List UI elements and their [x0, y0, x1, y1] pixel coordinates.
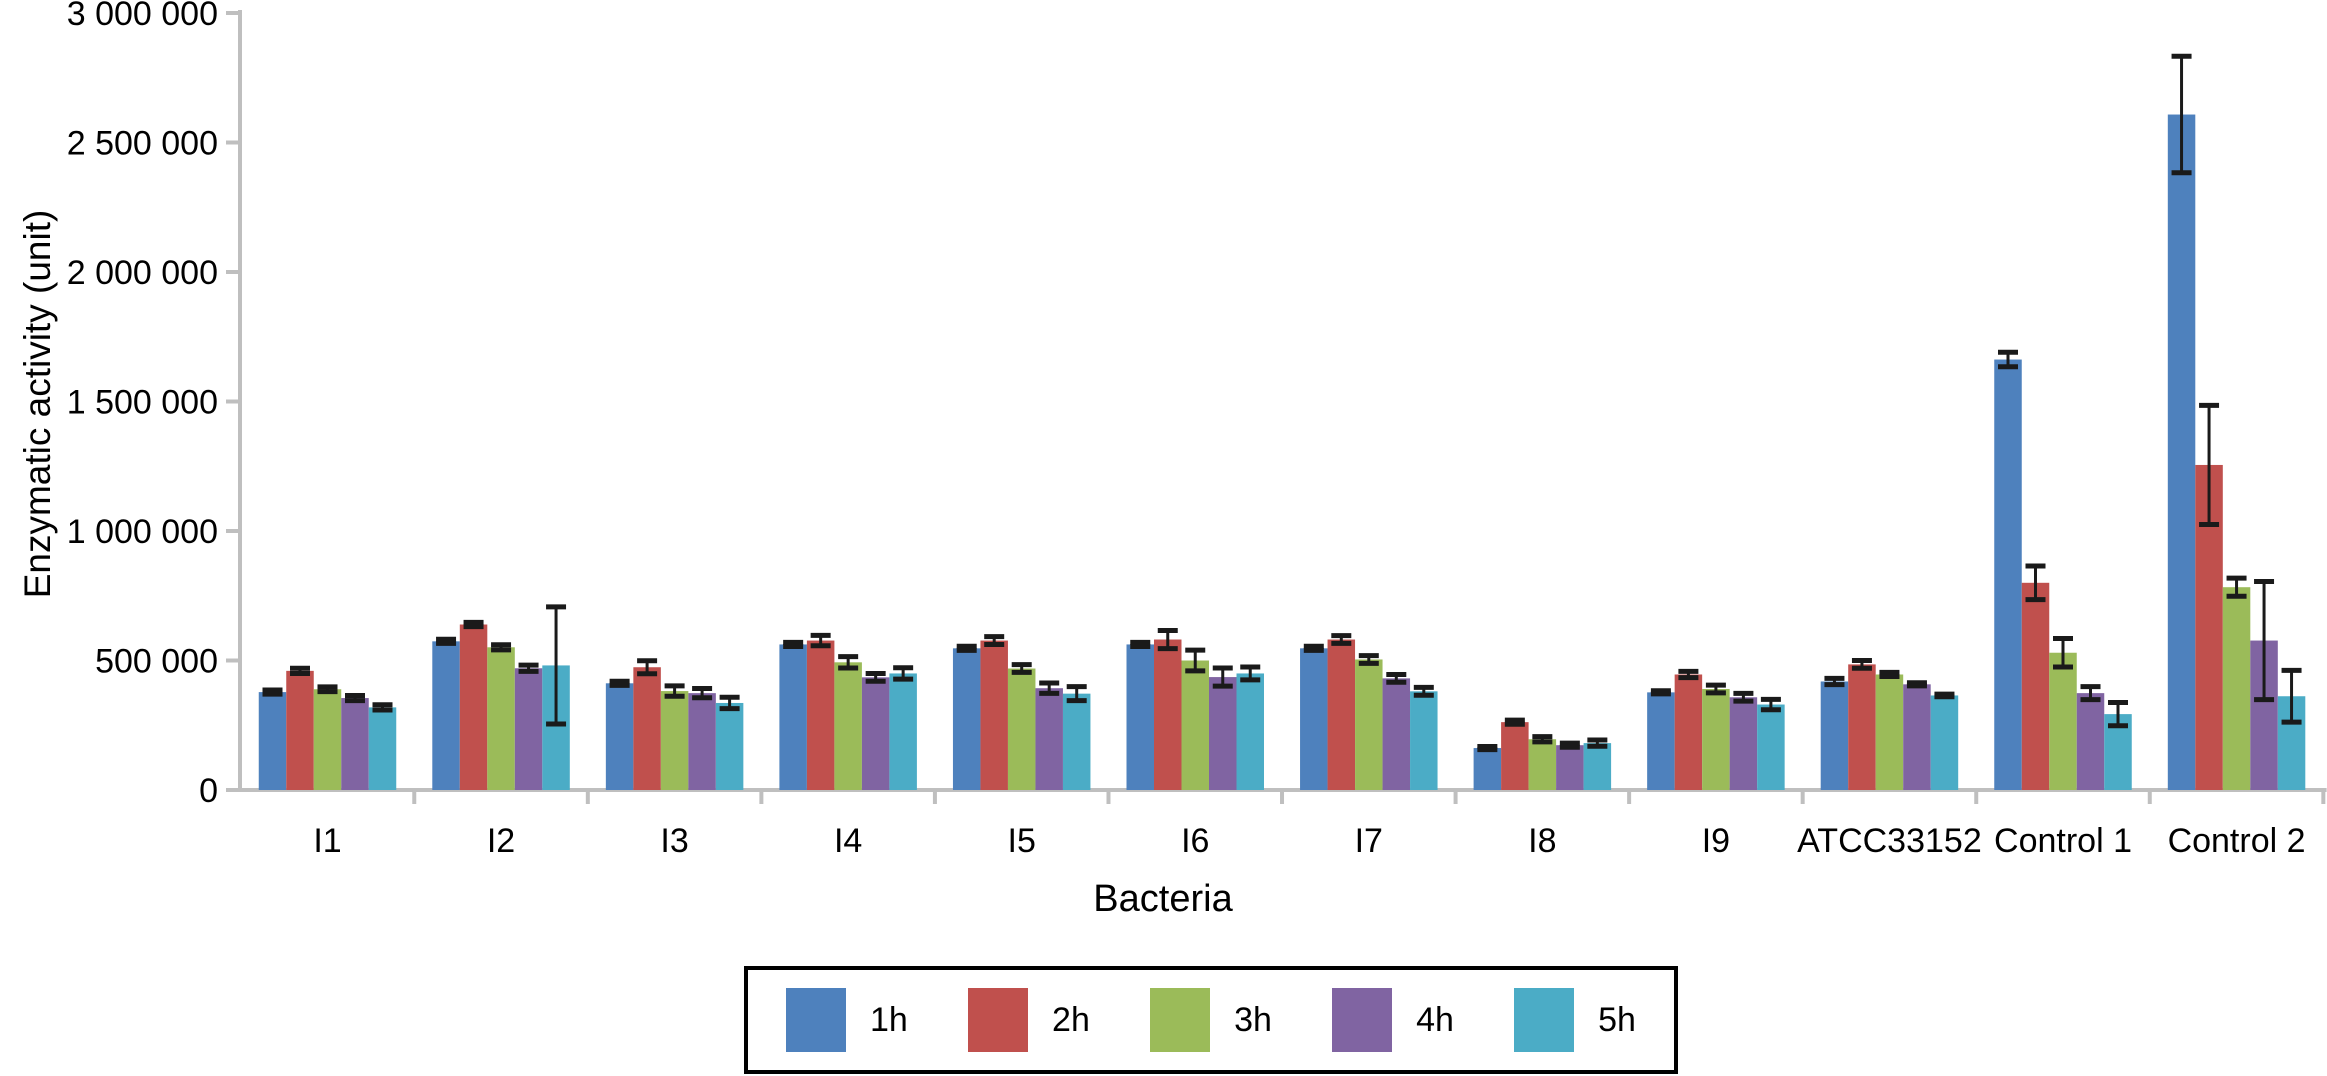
bar-I4-4h: [861, 677, 890, 790]
bar-I5-5h: [1062, 693, 1091, 790]
legend-entry-3h: 3h: [1150, 988, 1272, 1052]
legend-swatch-1h: [786, 988, 846, 1052]
bar-I8-4h: [1556, 745, 1584, 790]
y-tick-label: 2 500 000: [67, 125, 218, 163]
bar-I1-4h: [341, 698, 369, 790]
legend-label-2h: 2h: [1052, 1000, 1090, 1039]
legend-entry-4h: 4h: [1332, 988, 1454, 1052]
y-tick-label: 2 000 000: [67, 254, 218, 292]
x-category-label-ATCC33152: ATCC33152: [1797, 822, 1982, 860]
legend-swatch-3h: [1150, 988, 1211, 1052]
bar-Control 1-3h: [2049, 652, 2077, 790]
bar-I4-3h: [834, 662, 862, 790]
bar-I8-1h: [1473, 748, 1502, 790]
bar-I3-4h: [688, 693, 716, 790]
x-category-label-I9: I9: [1702, 822, 1730, 860]
bar-ATCC33152-3h: [1875, 674, 1904, 790]
bar-Control 2-3h: [2222, 587, 2251, 790]
legend-entry-1h: 1h: [786, 988, 908, 1052]
bar-I7-3h: [1355, 659, 1383, 790]
bar-Control 2-1h: [2167, 114, 2196, 790]
y-tick-label: 1 000 000: [67, 513, 218, 551]
bar-I3-5h: [715, 702, 744, 790]
legend-swatch-4h: [1332, 988, 1393, 1052]
bar-I7-1h: [1300, 648, 1328, 790]
bar-Control 1-1h: [1994, 359, 2022, 790]
x-axis-title: Bacteria: [1093, 878, 1233, 920]
y-tick-label: 500 000: [95, 643, 218, 681]
bar-I3-1h: [605, 683, 634, 790]
legend-swatch-5h: [1514, 988, 1575, 1052]
bar-I6-3h: [1181, 660, 1209, 790]
legend-entry-2h: 2h: [968, 988, 1090, 1052]
bar-I1-5h: [368, 707, 397, 790]
bar-I7-5h: [1410, 691, 1438, 790]
legend-label-1h: 1h: [870, 1000, 908, 1039]
bar-I7-2h: [1327, 639, 1356, 790]
bar-I7-4h: [1382, 678, 1411, 790]
x-category-label-I2: I2: [487, 822, 515, 860]
y-tick-label: 1 500 000: [67, 384, 218, 422]
bar-I5-1h: [952, 648, 981, 790]
bar-I4-5h: [889, 673, 917, 790]
y-axis-title: Enzymatic activity (unit): [17, 209, 58, 599]
bar-I1-3h: [313, 689, 342, 790]
bar-I1-1h: [258, 692, 287, 790]
bar-I6-5h: [1236, 673, 1264, 790]
x-category-label-I4: I4: [834, 822, 862, 860]
bar-I8-5h: [1583, 743, 1612, 790]
x-category-label-I5: I5: [1008, 822, 1036, 860]
x-category-label-Control 2: Control 2: [2168, 822, 2306, 860]
x-category-label-I6: I6: [1181, 822, 1209, 860]
bar-ATCC33152-5h: [1930, 695, 1959, 790]
bar-I1-2h: [286, 670, 314, 790]
bar-I8-3h: [1528, 739, 1557, 790]
legend-entry-5h: 5h: [1514, 988, 1636, 1052]
bar-I6-1h: [1126, 644, 1154, 790]
bar-I2-2h: [459, 624, 488, 790]
bar-I6-4h: [1209, 677, 1237, 790]
bar-I3-3h: [660, 691, 689, 790]
bar-I9-2h: [1674, 674, 1703, 790]
bar-I8-2h: [1501, 722, 1529, 790]
x-category-label-Control 1: Control 1: [1994, 822, 2132, 860]
y-tick-label: 3 000 000: [67, 0, 218, 33]
bar-I9-5h: [1757, 704, 1785, 790]
legend-label-3h: 3h: [1234, 1000, 1272, 1039]
bar-I5-2h: [980, 640, 1008, 790]
bar-I4-1h: [779, 644, 807, 790]
legend: 1h 2h 3h 4h 5h: [744, 966, 1678, 1074]
bar-ATCC33152-4h: [1903, 684, 1931, 790]
legend-label-4h: 4h: [1416, 1000, 1454, 1039]
x-category-label-I3: I3: [660, 822, 688, 860]
y-tick-label: 0: [199, 772, 218, 810]
bar-ATCC33152-1h: [1820, 681, 1849, 790]
bar-Control 1-2h: [2021, 582, 2050, 790]
bar-I5-3h: [1007, 668, 1036, 790]
bar-I2-4h: [514, 668, 543, 790]
legend-swatch-2h: [968, 988, 1029, 1052]
bar-I4-2h: [806, 640, 835, 790]
x-category-label-I1: I1: [313, 822, 341, 860]
bar-I3-2h: [633, 667, 661, 790]
bar-Control 1-4h: [2076, 693, 2105, 790]
legend-label-5h: 5h: [1598, 1000, 1636, 1039]
bar-I2-1h: [432, 641, 460, 790]
bar-I9-1h: [1647, 692, 1675, 790]
x-category-label-I7: I7: [1355, 822, 1383, 860]
bar-I5-4h: [1035, 688, 1063, 790]
bar-I9-3h: [1702, 688, 1730, 790]
bar-I2-3h: [487, 647, 515, 790]
bar-ATCC33152-2h: [1848, 664, 1876, 790]
x-category-label-I8: I8: [1528, 822, 1556, 860]
bar-I9-4h: [1729, 697, 1758, 790]
bar-I6-2h: [1154, 639, 1182, 790]
